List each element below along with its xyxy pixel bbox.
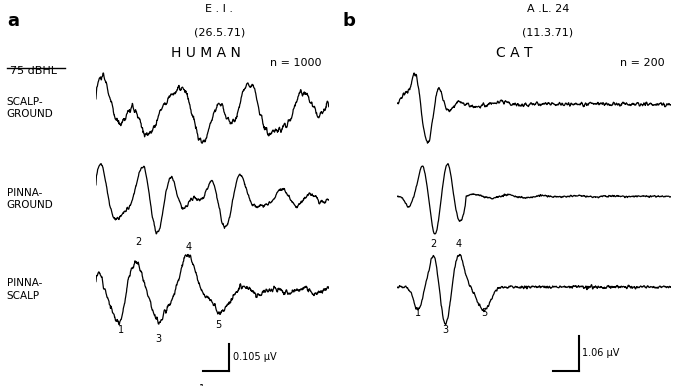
Text: H U M A N: H U M A N	[171, 46, 240, 60]
Text: PINNA-
GROUND: PINNA- GROUND	[7, 188, 53, 210]
Text: A .L. 24: A .L. 24	[527, 4, 569, 14]
Text: 0.105 μV: 0.105 μV	[233, 352, 277, 362]
Text: 3: 3	[443, 325, 448, 335]
Text: 3: 3	[155, 334, 161, 344]
Text: 1 msec: 1 msec	[199, 384, 234, 386]
Text: 5: 5	[481, 308, 487, 318]
Text: (11.3.71): (11.3.71)	[523, 27, 573, 37]
Text: E . I .: E . I .	[206, 4, 233, 14]
Text: 5: 5	[215, 320, 221, 330]
Text: C A T: C A T	[495, 46, 532, 60]
Text: a: a	[7, 12, 19, 30]
Text: (26.5.71): (26.5.71)	[194, 27, 245, 37]
Text: n = 1000: n = 1000	[271, 58, 322, 68]
Text: SCALP-
GROUND: SCALP- GROUND	[7, 97, 53, 119]
Text: PINNA-
SCALP: PINNA- SCALP	[7, 278, 42, 301]
Text: b: b	[342, 12, 356, 30]
Text: 4: 4	[186, 242, 192, 252]
Text: 1.06 μV: 1.06 μV	[582, 348, 620, 358]
Text: 2: 2	[431, 239, 437, 249]
Text: 75 dBHL: 75 dBHL	[10, 66, 58, 76]
Text: 1: 1	[415, 308, 421, 318]
Text: n = 200: n = 200	[620, 58, 664, 68]
Text: 4: 4	[456, 239, 462, 249]
Text: 1: 1	[118, 325, 124, 335]
Text: 2: 2	[136, 237, 142, 247]
